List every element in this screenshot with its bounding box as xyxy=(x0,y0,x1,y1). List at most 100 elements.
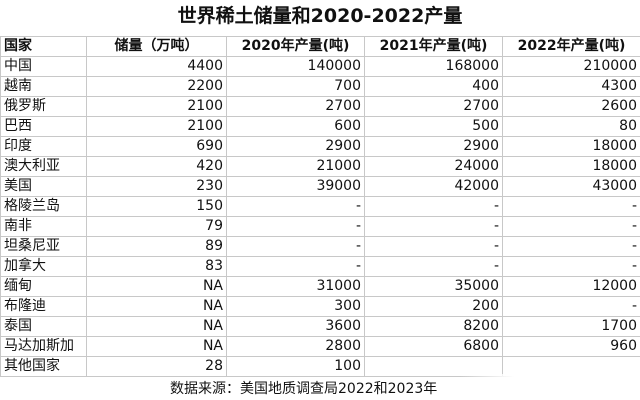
header-2020-output: 2020年产量(吨) xyxy=(226,36,365,57)
table-row: 加拿大 83- - - xyxy=(0,256,640,277)
table-row: 南非 79- - - xyxy=(0,216,640,237)
reserves-cell: 420 xyxy=(86,156,227,177)
table-row: 其他国家 28 100 xyxy=(0,356,640,377)
output-2022-cell: 18000 xyxy=(502,156,640,177)
reserves-cell: 2100 xyxy=(86,116,227,137)
data-source-note: 数据来源：美国地质调查局2022和2023年 xyxy=(170,381,438,397)
rare-earth-table: 国家 储量（万吨） 2020年产量(吨) 2021年产量(吨) 2022年产量(… xyxy=(0,36,640,377)
output-2022-cell: 80 xyxy=(502,116,640,137)
output-2022-cell: 18000 xyxy=(502,136,640,157)
output-2020-cell: 300 xyxy=(226,296,365,317)
reserves-cell: 2200 xyxy=(86,76,227,97)
output-2021-cell: - xyxy=(364,196,503,217)
country-cell: 美国 xyxy=(0,176,87,197)
country-cell: 泰国 xyxy=(0,316,87,337)
country-cell: 马达加斯加 xyxy=(0,336,87,357)
table-row: 布隆迪 NA 300 200- xyxy=(0,296,640,317)
country-cell: 布隆迪 xyxy=(0,296,87,317)
output-2022-cell: - xyxy=(502,216,640,237)
country-cell: 缅甸 xyxy=(0,276,87,297)
table-row: 坦桑尼亚 89- - - xyxy=(0,236,640,257)
output-2020-cell: 2700 xyxy=(226,96,365,117)
output-2022-cell: 4300 xyxy=(502,76,640,97)
output-2021-cell: 6800 xyxy=(364,336,503,357)
reserves-cell: 89 xyxy=(86,236,227,257)
header-reserves: 储量（万吨） xyxy=(86,36,227,57)
output-2020-cell: - xyxy=(226,256,365,277)
table-row: 越南 2200 700 400 4300 xyxy=(0,76,640,97)
header-row: 国家 储量（万吨） 2020年产量(吨) 2021年产量(吨) 2022年产量(… xyxy=(0,36,640,57)
output-2021-cell: 2900 xyxy=(364,136,503,157)
output-2021-cell: 2700 xyxy=(364,96,503,117)
output-2020-cell: - xyxy=(226,236,365,257)
output-2020-cell: 140000 xyxy=(226,56,365,77)
table-row: 中国 4400 140000 168000 210000 xyxy=(0,56,640,77)
country-cell: 巴西 xyxy=(0,116,87,137)
output-2020-cell: - xyxy=(226,196,365,217)
country-cell: 俄罗斯 xyxy=(0,96,87,117)
country-cell: 中国 xyxy=(0,56,87,77)
output-2022-cell: - xyxy=(502,256,640,277)
output-2020-cell: 39000 xyxy=(226,176,365,197)
country-cell: 加拿大 xyxy=(0,256,87,277)
header-country: 国家 xyxy=(0,36,87,57)
output-2020-cell: 2900 xyxy=(226,136,365,157)
output-2021-cell: 400 xyxy=(364,76,503,97)
output-2022-cell: 2600 xyxy=(502,96,640,117)
table-row: 印度 690 2900 2900 18000 xyxy=(0,136,640,157)
reserves-cell: NA xyxy=(86,316,227,337)
country-cell: 坦桑尼亚 xyxy=(0,236,87,257)
output-2021-cell: 24000 xyxy=(364,156,503,177)
output-2021-cell: 500 xyxy=(364,116,503,137)
table-row: 缅甸 NA 31000 35000 12000 xyxy=(0,276,640,297)
output-2021-cell: 35000 xyxy=(364,276,503,297)
output-2021-cell: 8200 xyxy=(364,316,503,337)
reserves-cell: 83 xyxy=(86,256,227,277)
header-2022-output: 2022年产量(吨) xyxy=(502,36,640,57)
reserves-cell: 2100 xyxy=(86,96,227,117)
reserves-cell: 690 xyxy=(86,136,227,157)
output-2022-cell: - xyxy=(502,296,640,317)
country-cell: 格陵兰岛 xyxy=(0,196,87,217)
country-cell: 印度 xyxy=(0,136,87,157)
output-2020-cell: 2800 xyxy=(226,336,365,357)
reserves-cell: NA xyxy=(86,296,227,317)
table-row: 泰国 NA 3600 8200 1700 xyxy=(0,316,640,337)
reserves-cell: NA xyxy=(86,336,227,357)
output-2021-cell: - xyxy=(364,256,503,277)
table-title: 世界稀土储量和2020-2022产量 xyxy=(177,5,463,27)
output-2020-cell: - xyxy=(226,216,365,237)
country-cell: 南非 xyxy=(0,216,87,237)
output-2022-cell: 43000 xyxy=(502,176,640,197)
reserves-cell: 4400 xyxy=(86,56,227,77)
header-2021-output: 2021年产量(吨) xyxy=(364,36,503,57)
output-2020-cell: 600 xyxy=(226,116,365,137)
output-2020-cell: 100 xyxy=(226,356,365,377)
output-2021-cell: 200 xyxy=(364,296,503,317)
output-2022-cell: 210000 xyxy=(502,56,640,77)
table-row: 美国 230 39000 42000 43000 xyxy=(0,176,640,197)
country-cell: 其他国家 xyxy=(0,356,87,377)
table-row: 俄罗斯 2100 2700 2700 2600 xyxy=(0,96,640,117)
output-2022-cell: 960 xyxy=(502,336,640,357)
reserves-cell: 28 xyxy=(86,356,227,377)
reserves-cell: 230 xyxy=(86,176,227,197)
reserves-cell: 79 xyxy=(86,216,227,237)
country-cell: 越南 xyxy=(0,76,87,97)
output-2020-cell: 21000 xyxy=(226,156,365,177)
table-row: 格陵兰岛 150- - - xyxy=(0,196,640,217)
output-2021-cell: - xyxy=(364,236,503,257)
reserves-cell: NA xyxy=(86,276,227,297)
output-2020-cell: 31000 xyxy=(226,276,365,297)
output-2020-cell: 700 xyxy=(226,76,365,97)
output-2022-cell: - xyxy=(502,196,640,217)
reserves-cell: 150 xyxy=(86,196,227,217)
table-row: 澳大利亚 420 21000 24000 18000 xyxy=(0,156,640,177)
output-2021-cell: - xyxy=(364,216,503,237)
output-2022-cell: - xyxy=(502,236,640,257)
output-2022-cell: 12000 xyxy=(502,276,640,297)
output-2021-cell: 168000 xyxy=(364,56,503,77)
table-row: 马达加斯加 NA 2800 6800 960 xyxy=(0,336,640,357)
table-row: 巴西 2100 600 500 80 xyxy=(0,116,640,137)
watermark-overlay xyxy=(460,374,640,400)
